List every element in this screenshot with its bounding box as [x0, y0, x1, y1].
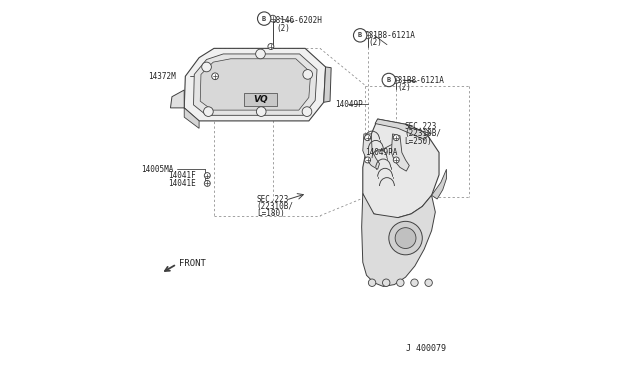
Circle shape	[212, 73, 218, 80]
Text: B: B	[358, 32, 362, 38]
Circle shape	[394, 135, 399, 141]
Text: B: B	[387, 77, 391, 83]
Text: 14049PA: 14049PA	[365, 148, 397, 157]
Text: 081B8-6121A: 081B8-6121A	[364, 31, 415, 40]
Circle shape	[389, 221, 422, 255]
Text: FRONT: FRONT	[179, 259, 206, 268]
Circle shape	[204, 180, 211, 186]
Circle shape	[303, 70, 312, 79]
Text: 14372M: 14372M	[148, 72, 176, 81]
Text: (2): (2)	[276, 24, 290, 33]
Circle shape	[202, 62, 211, 72]
Polygon shape	[362, 193, 435, 286]
Polygon shape	[193, 54, 317, 115]
Circle shape	[257, 107, 266, 116]
Circle shape	[364, 32, 371, 39]
Polygon shape	[244, 93, 277, 106]
Polygon shape	[363, 134, 380, 169]
Text: (2): (2)	[369, 38, 383, 47]
Polygon shape	[392, 134, 410, 171]
Circle shape	[393, 77, 399, 83]
Circle shape	[365, 135, 371, 141]
Circle shape	[411, 279, 418, 286]
Circle shape	[383, 279, 390, 286]
Circle shape	[395, 228, 416, 248]
Circle shape	[382, 73, 396, 87]
Circle shape	[397, 279, 404, 286]
Text: L=180): L=180)	[257, 209, 285, 218]
Text: 14041E: 14041E	[168, 179, 196, 188]
Circle shape	[425, 279, 433, 286]
Text: 14041F: 14041F	[168, 171, 196, 180]
Polygon shape	[200, 59, 310, 110]
Circle shape	[394, 157, 399, 163]
Circle shape	[269, 15, 276, 22]
Circle shape	[257, 12, 271, 25]
Polygon shape	[363, 119, 439, 218]
Text: (2): (2)	[397, 83, 412, 92]
Text: SEC.223: SEC.223	[257, 195, 289, 203]
Text: 081B8-6121A: 081B8-6121A	[394, 76, 444, 85]
Polygon shape	[184, 108, 199, 128]
Text: VQ: VQ	[253, 95, 268, 104]
Circle shape	[302, 107, 312, 116]
Circle shape	[255, 49, 266, 59]
Text: 14005MA: 14005MA	[141, 165, 174, 174]
Polygon shape	[170, 90, 184, 108]
Circle shape	[369, 279, 376, 286]
Circle shape	[204, 107, 213, 116]
Text: (22310B/: (22310B/	[257, 202, 294, 211]
Polygon shape	[184, 48, 326, 121]
Polygon shape	[375, 119, 428, 140]
Text: (22310B/: (22310B/	[404, 129, 441, 138]
Text: B: B	[262, 16, 266, 22]
Circle shape	[204, 173, 211, 179]
Text: 14049P: 14049P	[335, 100, 364, 109]
Text: J 400079: J 400079	[406, 344, 445, 353]
Circle shape	[365, 157, 371, 163]
Text: L=250): L=250)	[404, 137, 432, 146]
Text: 08146-6202H: 08146-6202H	[271, 16, 323, 25]
Text: SEC.223: SEC.223	[404, 122, 436, 131]
Polygon shape	[324, 67, 331, 102]
Polygon shape	[431, 169, 447, 199]
Circle shape	[268, 44, 274, 49]
Circle shape	[353, 29, 367, 42]
